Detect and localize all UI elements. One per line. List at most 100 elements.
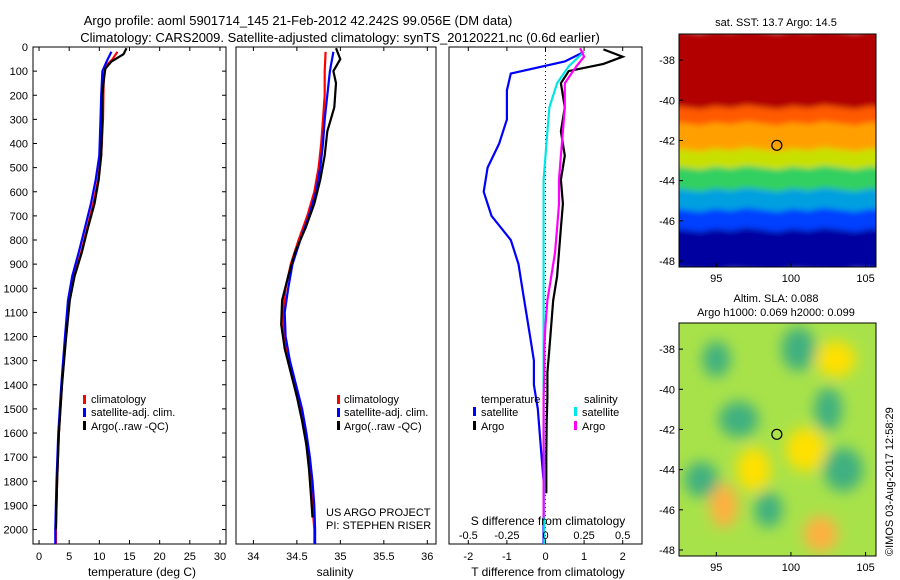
map-x-tick-label: 105 <box>856 562 874 574</box>
map-y-tick-label: -40 <box>659 95 675 107</box>
difference-top-x-ticks: -0.5 -0.25 0 0.25 0.5 <box>459 530 631 542</box>
depth-tick-label: 1600 <box>4 428 28 440</box>
map-y-tick-label: -48 <box>659 545 675 557</box>
x-tick-label: 36 <box>421 551 433 563</box>
difference-xlabel: T difference from climatology <box>471 565 625 579</box>
sst-map-title: sat. SST: 13.7 Argo: 14.5 <box>715 17 837 29</box>
sla-anomaly-blob <box>814 387 843 432</box>
legend-label-sal-satellite: satellite <box>582 407 619 419</box>
series-line-temperature-argo-raw-qc <box>54 47 128 530</box>
temperature-panel: 0 5 10 15 20 25 30 010020030040050060070080090… <box>4 42 642 579</box>
sla-anomaly-blob <box>702 341 731 378</box>
depth-tick-label: 200 <box>10 90 28 102</box>
legend-label-sal-argo: Argo <box>582 421 605 433</box>
x-tick-label: 0 <box>542 551 548 563</box>
salinity-plot-frame <box>235 46 437 545</box>
difference-top-xlabel: S difference from climatology <box>471 514 626 528</box>
sla-anomaly-blob <box>823 447 864 492</box>
map-y-tick-label: -38 <box>659 344 675 356</box>
depth-tick-label: 700 <box>10 211 28 223</box>
difference-legend: temperature satellite Argo salinity sate… <box>473 394 619 433</box>
difference-panel: -2 -1 0 1 2 -0.5 -0.25 0 0.25 0.5 T difference f… <box>448 46 643 579</box>
difference-x-ticks: -2 -1 0 1 2 <box>463 47 626 563</box>
x-tick-label: 34.5 <box>286 551 307 563</box>
depth-tick-label: 1800 <box>4 476 28 488</box>
sst-map-panel: sat. SST: 13.7 Argo: 14.5 95 100 105 -38 -40… <box>659 17 877 285</box>
pi-annotation: PI: STEPHEN RISER <box>326 520 431 532</box>
temperature-plot-frame <box>32 46 227 545</box>
depth-tick-label: 1400 <box>4 380 28 392</box>
sla-map-title-line1: Altim. SLA: 0.088 <box>734 293 819 305</box>
legend-swatch-temp-argo <box>473 421 476 430</box>
map-y-tick-label: -38 <box>659 55 675 67</box>
map-x-tick-label: 95 <box>710 273 722 285</box>
map-y-tick-label: -46 <box>659 216 675 228</box>
series-line-difference-temperature-satellite <box>482 50 585 544</box>
legend-title-salinity: salinity <box>584 394 618 406</box>
x-tick-label: 0 <box>36 551 42 563</box>
legend-swatch-climatology <box>337 395 340 404</box>
legend-label-climatology: climatology <box>91 394 147 406</box>
sst-map-ticks: 95 100 105 -38 -40 -42 -44 -46 -48 <box>659 55 875 285</box>
temperature-x-ticks: 0 5 10 15 20 25 30 <box>36 47 226 563</box>
series-line-difference-salinity-argo <box>542 47 586 518</box>
difference-series-group <box>482 47 626 544</box>
x-tick-label: 2 <box>620 551 626 563</box>
sst-map-frame <box>678 33 877 268</box>
x-tick-label: 5 <box>66 551 72 563</box>
temperature-series-group <box>54 47 128 544</box>
x-tick-label: 25 <box>184 551 196 563</box>
sla-anomaly-blob <box>781 327 816 372</box>
legend-label-climatology: climatology <box>344 394 400 406</box>
depth-tick-label: 1700 <box>4 452 28 464</box>
depth-tick-label: 1500 <box>4 404 28 416</box>
sla-anomaly-blob <box>718 401 759 438</box>
sst-band-0000a0 <box>679 227 876 267</box>
map-y-tick-label: -44 <box>659 176 675 188</box>
legend-label-satellite: satellite-adj. clim. <box>344 407 428 419</box>
depth-tick-label: 600 <box>10 187 28 199</box>
depth-tick-label: 1100 <box>4 307 28 319</box>
depth-axis-ticks: 0 100 200 300 400 500 600 700 800 900 1000 1100 1200… <box>4 42 642 537</box>
sla-map-title-line2: Argo h1000: 0.069 h2000: 0.099 <box>697 307 855 319</box>
legend-title-temperature: temperature <box>481 394 540 406</box>
sst-map-float-marker <box>771 139 783 151</box>
sla-anomaly-blob <box>684 461 719 498</box>
sla-map-field <box>684 327 864 552</box>
salinity-series-group <box>280 47 342 544</box>
depth-tick-label: 1200 <box>4 332 28 344</box>
x-tick-label: 35.5 <box>373 551 394 563</box>
sla-map-frame <box>678 322 877 557</box>
sla-map-float-marker <box>771 428 783 440</box>
temperature-legend: climatology satellite-adj. clim. Argo(..… <box>83 394 175 433</box>
depth-tick-label: 0 <box>22 42 28 54</box>
map-y-tick-label: -42 <box>659 135 675 147</box>
sst-band-b20000 <box>679 34 876 116</box>
series-line-salinity-satellite-adj-clim <box>283 51 335 544</box>
depth-tick-label: 1000 <box>4 283 28 295</box>
sst-map-field <box>679 34 876 267</box>
x-tick-label: 20 <box>154 551 166 563</box>
project-annotation: US ARGO PROJECT <box>326 507 431 519</box>
legend-swatch-satellite <box>83 408 86 417</box>
depth-tick-label: 500 <box>10 163 28 175</box>
depth-tick-label: 100 <box>10 66 28 78</box>
map-y-tick-label: -48 <box>659 256 675 268</box>
x-top-tick-label: -0.5 <box>459 530 478 542</box>
sla-map-panel: Altim. SLA: 0.088 Argo h1000: 0.069 h200… <box>659 293 877 574</box>
x-top-tick-label: -0.25 <box>494 530 519 542</box>
legend-label-argo: Argo(..raw -QC) <box>91 421 169 433</box>
sla-anomaly-blob <box>803 515 838 552</box>
salinity-x-ticks: 34 34.5 35 35.5 36 <box>247 47 433 563</box>
x-tick-label: 35 <box>334 551 346 563</box>
series-line-salinity-argo-raw-qc <box>280 47 342 518</box>
sla-anomaly-blob <box>754 491 783 528</box>
depth-tick-label: 800 <box>10 235 28 247</box>
salinity-panel: 34 34.5 35 35.5 36 salinity climatology sate… <box>235 46 437 579</box>
map-y-tick-label: -42 <box>659 424 675 436</box>
map-x-tick-label: 95 <box>710 562 722 574</box>
map-y-tick-label: -40 <box>659 384 675 396</box>
sla-map-ticks: 95 100 105 -38 -40 -42 -44 -46 -48 <box>659 344 875 574</box>
sla-anomaly-blob <box>709 483 738 528</box>
